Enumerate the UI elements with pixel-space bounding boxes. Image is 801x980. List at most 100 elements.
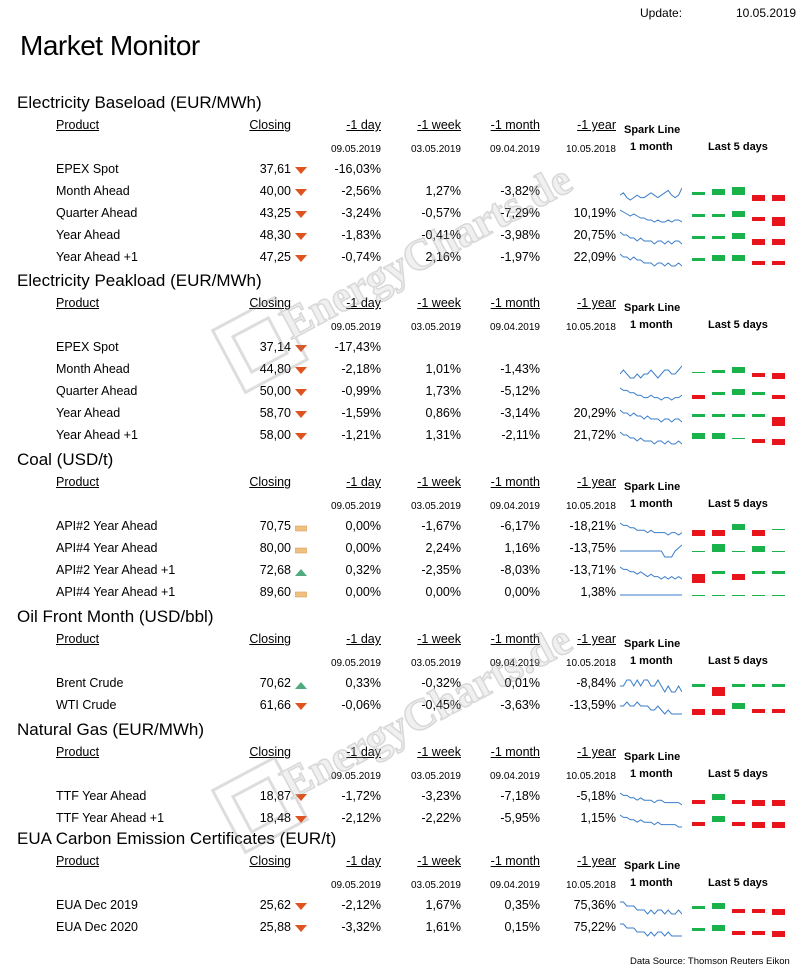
closing-value: 58,00 xyxy=(259,428,291,442)
day-bar xyxy=(732,524,745,530)
spark-line xyxy=(620,700,682,716)
table-row: Year Ahead +1 58,00 -1,21% 1,31% -2,11% 21,72… xyxy=(0,428,801,450)
down-triangle-icon xyxy=(295,345,307,353)
day-bar xyxy=(692,927,705,931)
change-1year: 1,38% xyxy=(580,585,616,599)
table-row: Year Ahead +1 47,25 -0,74% 2,16% -1,97% 22,09… xyxy=(0,250,801,272)
change-1year: 1,15% xyxy=(580,811,616,825)
last5-label: Last 5 days xyxy=(708,655,768,667)
day-bar xyxy=(752,683,765,687)
update-date: 10.05.2019 xyxy=(736,6,797,20)
spark-line xyxy=(620,587,682,603)
last5-bars xyxy=(692,676,785,698)
table-row: EUA Dec 2020 25,88 -3,32% 1,61% 0,15% 75,22% xyxy=(0,920,801,942)
day-bar xyxy=(692,574,705,583)
spark-line xyxy=(619,230,683,246)
table-row: API#4 Year Ahead 80,00 0,00% 2,24% 1,16% -13,… xyxy=(0,541,801,563)
last5-bars xyxy=(692,362,785,384)
change-1month: -3,63% xyxy=(500,698,540,712)
last5-bars xyxy=(692,585,785,607)
change-1day: -2,56% xyxy=(341,184,381,198)
day-bar xyxy=(732,255,745,261)
spark-line xyxy=(619,252,683,268)
change-1week: 1,73% xyxy=(425,384,461,398)
down-triangle-icon xyxy=(295,794,307,802)
day-bar xyxy=(712,255,725,261)
col-header-product: Product xyxy=(56,745,100,759)
change-1week: -3,23% xyxy=(421,789,461,803)
spark-line-label: Spark Line xyxy=(624,751,681,763)
day-bar xyxy=(772,931,785,937)
down-triangle-icon xyxy=(295,211,307,219)
product-name: API#4 Year Ahead xyxy=(56,541,158,555)
last5-bars xyxy=(692,898,785,920)
spark-line-label: Spark Line xyxy=(624,638,681,650)
change-1day: -1,59% xyxy=(341,406,381,420)
ref-date: 03.05.2019 xyxy=(410,322,461,333)
day-bar xyxy=(692,905,705,909)
spark-line xyxy=(620,543,683,559)
ref-date: 09.04.2019 xyxy=(489,322,540,333)
day-bar xyxy=(752,822,765,828)
change-1day: -1,83% xyxy=(341,228,381,242)
ref-date: 10.05.2018 xyxy=(565,880,616,891)
change-1day: -16,03% xyxy=(334,162,381,176)
closing-value: 70,75 xyxy=(259,519,291,533)
product-name: Year Ahead +1 xyxy=(56,250,138,264)
change-1week: -0,45% xyxy=(421,698,461,712)
col-header-1month: -1 month xyxy=(490,632,540,646)
day-bar xyxy=(712,213,725,217)
day-bar xyxy=(732,367,745,373)
day-bar xyxy=(712,543,725,552)
closing-value: 37,14 xyxy=(259,340,291,354)
day-bar xyxy=(692,709,705,715)
col-header-product: Product xyxy=(56,118,100,132)
update-label: Update: xyxy=(640,6,683,20)
col-header-closing: Closing xyxy=(249,475,291,489)
last5-bars xyxy=(692,811,785,833)
day-bar xyxy=(732,438,745,439)
change-1month: 0,35% xyxy=(504,898,540,912)
day-bar xyxy=(772,195,785,201)
day-bar xyxy=(692,191,705,195)
day-bar xyxy=(772,800,785,806)
table-row: EUA Dec 2019 25,62 -2,12% 1,67% 0,35% 75,36% xyxy=(0,898,801,920)
day-bar xyxy=(772,683,785,687)
product-name: EUA Dec 2019 xyxy=(56,898,138,912)
last5-bars xyxy=(692,920,785,942)
day-bar xyxy=(712,433,725,439)
table-row: Quarter Ahead 43,25 -3,24% -0,57% -7,29% 10,1… xyxy=(0,206,801,228)
change-1day: 0,32% xyxy=(345,563,381,577)
change-1day: -1,21% xyxy=(341,428,381,442)
day-bar xyxy=(712,369,725,373)
change-1year: -13,75% xyxy=(569,541,616,555)
spark-line xyxy=(619,521,683,537)
product-name: API#4 Year Ahead +1 xyxy=(56,585,176,599)
change-1year: -8,84% xyxy=(576,676,616,690)
col-header-1month: -1 month xyxy=(490,475,540,489)
section-title: Coal (USD/t) xyxy=(17,450,114,469)
change-1month: -2,11% xyxy=(501,428,540,442)
closing-value: 40,00 xyxy=(259,184,291,198)
closing-value: 58,70 xyxy=(259,406,291,420)
spark-line xyxy=(619,813,682,829)
col-header-1day: -1 day xyxy=(346,854,381,868)
day-bar xyxy=(692,235,705,239)
day-bar xyxy=(752,217,765,221)
col-header-1month: -1 month xyxy=(490,854,540,868)
change-1month: -1,43% xyxy=(500,362,540,376)
down-triangle-icon xyxy=(295,433,307,441)
product-name: Quarter Ahead xyxy=(56,206,138,220)
change-1day: -3,32% xyxy=(341,920,381,934)
change-1month: -5,12% xyxy=(500,384,540,398)
ref-date: 09.04.2019 xyxy=(489,771,540,782)
day-bar xyxy=(732,186,745,195)
ref-date: 09.05.2019 xyxy=(330,322,381,333)
spark-line-sub: 1 month xyxy=(630,877,673,889)
day-bar xyxy=(772,822,785,828)
day-bar xyxy=(752,413,765,417)
change-1year: 10,19% xyxy=(573,206,616,220)
change-1year: -13,71% xyxy=(569,563,616,577)
day-bar xyxy=(712,709,725,715)
change-1month: -5,95% xyxy=(500,811,540,825)
